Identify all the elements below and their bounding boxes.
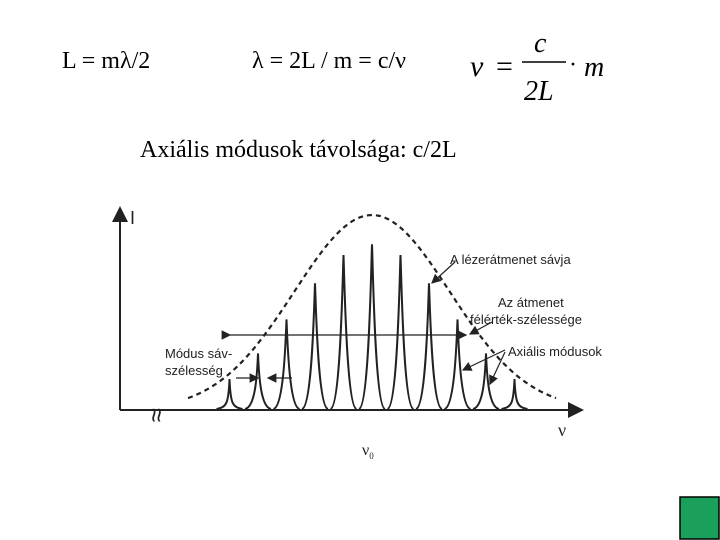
annotation: félérték-szélessége bbox=[470, 312, 582, 327]
formula-part: = bbox=[496, 50, 513, 83]
arrow bbox=[461, 349, 506, 371]
arrow bbox=[431, 261, 456, 284]
formula-part: · bbox=[569, 52, 577, 78]
mode-peak bbox=[386, 254, 415, 410]
annotation: Módus sáv- bbox=[165, 346, 232, 361]
fraction-formula: ν = c 2L · m bbox=[470, 28, 604, 107]
nav-button[interactable] bbox=[679, 496, 720, 540]
mode-peak bbox=[329, 254, 358, 410]
formula-part: 2L bbox=[524, 76, 554, 107]
mode-peak bbox=[358, 244, 386, 410]
mode-peak bbox=[415, 283, 443, 410]
annotation: Axiális módusok bbox=[508, 344, 602, 359]
formula-part: ν bbox=[470, 50, 484, 83]
annotation: Az átmenet bbox=[498, 295, 564, 310]
annotation: A lézerátmenet sávja bbox=[450, 252, 571, 267]
mode-peak bbox=[272, 319, 301, 410]
formula: λ = 2L / m = c/ν bbox=[252, 48, 406, 74]
formula-part: c bbox=[534, 28, 547, 59]
arrow bbox=[468, 321, 493, 335]
subscript: 0 bbox=[369, 451, 374, 461]
gain-curve bbox=[187, 213, 557, 400]
formula-part: m bbox=[584, 52, 604, 83]
mode-peak bbox=[216, 379, 243, 410]
arrow bbox=[489, 351, 506, 386]
symbol: ν bbox=[362, 442, 369, 459]
subtitle: Axiális módusok távolsága: c/2L bbox=[140, 137, 457, 163]
center-label: ν0 bbox=[362, 442, 374, 461]
mode-peak bbox=[301, 283, 329, 410]
axis-label: I bbox=[130, 208, 135, 228]
mode-peak bbox=[501, 379, 528, 410]
mode-peak bbox=[443, 319, 472, 410]
annotation: szélesség bbox=[165, 363, 223, 378]
mode-peak bbox=[472, 353, 500, 410]
mode-peak bbox=[244, 353, 272, 410]
spectrum-diagram bbox=[112, 206, 584, 418]
formula: L = mλ/2 bbox=[62, 48, 150, 74]
axis-label: ν bbox=[558, 420, 566, 440]
break-symbol: ≈ bbox=[142, 408, 172, 422]
